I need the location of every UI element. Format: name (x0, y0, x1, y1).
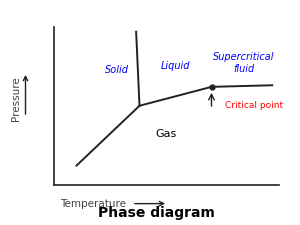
Text: Supercritical
fluid: Supercritical fluid (213, 52, 275, 74)
Text: Critical point: Critical point (225, 101, 283, 110)
Text: Phase diagram: Phase diagram (98, 207, 214, 220)
Text: Temperature: Temperature (60, 199, 126, 209)
Text: Pressure: Pressure (11, 77, 22, 121)
Text: Liquid: Liquid (161, 61, 190, 71)
Text: Solid: Solid (105, 65, 129, 74)
Text: Gas: Gas (156, 129, 177, 139)
